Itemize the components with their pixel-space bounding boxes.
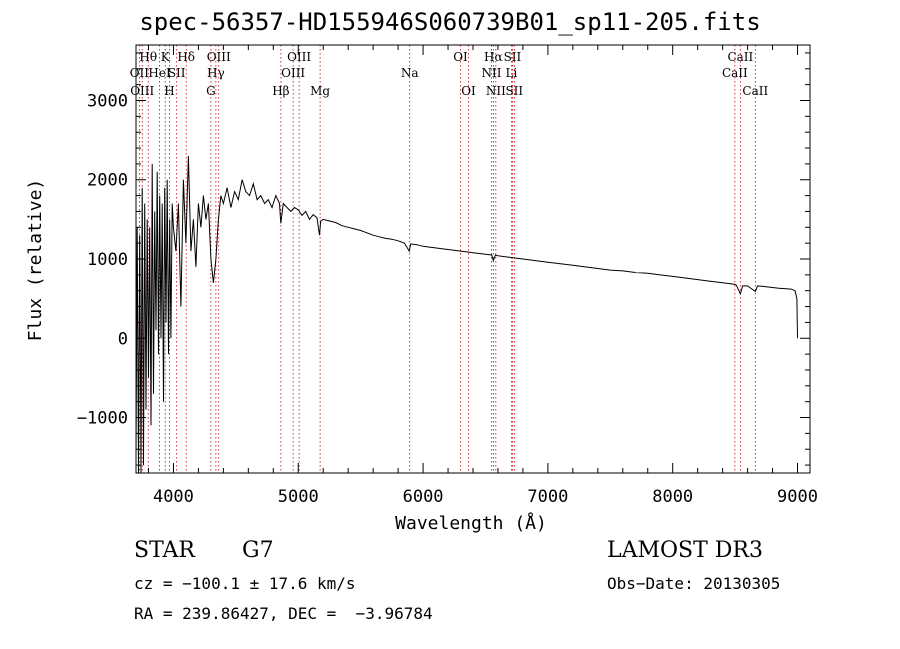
line-label: Hγ	[207, 66, 225, 80]
redshift-velocity: cz = −100.1 ± 17.6 km/s	[134, 574, 356, 593]
line-label: OIII	[281, 66, 305, 80]
line-label: CaII	[722, 66, 748, 80]
spectrum-curve	[135, 155, 798, 474]
line-label: SII	[505, 84, 523, 98]
x-tick-label: 4000	[153, 487, 194, 507]
line-label: CaII	[727, 50, 753, 64]
y-tick-label: −1000	[77, 409, 128, 429]
y-axis-label: Flux (relative)	[25, 179, 46, 342]
x-tick-label: 5000	[278, 487, 319, 507]
line-label: G	[206, 84, 216, 98]
line-label: Hδ	[177, 50, 195, 64]
line-label: OIII	[207, 50, 231, 64]
ra-dec-coordinates: RA = 239.86427, DEC = −3.96784	[134, 604, 433, 623]
x-axis-label: Wavelength (Å)	[395, 512, 547, 534]
axis-ticks: 4000 5000 6000 7000 8000 9000 −1000 0 1000 2000 30…	[77, 45, 818, 507]
line-label: SII	[168, 66, 186, 80]
line-label: NII	[486, 84, 506, 98]
line-label: Hθ	[139, 50, 157, 64]
observation-date: Obs−Date: 20130305	[607, 574, 781, 593]
x-tick-label: 6000	[403, 487, 444, 507]
y-tick-label: 1000	[87, 250, 128, 270]
line-label: SII	[504, 50, 522, 64]
line-label: K	[161, 50, 171, 64]
line-label: H	[164, 84, 174, 98]
x-tick-label: 9000	[777, 487, 818, 507]
object-subclass: G7	[242, 538, 274, 563]
emission-line-labels: OII OIII Hθ HeI K H SII Hδ G Hγ OIII Hβ OIII OIII Mg Na…	[130, 50, 769, 98]
line-label: OI	[453, 50, 468, 64]
y-tick-label: 2000	[87, 171, 128, 191]
line-label: Na	[401, 66, 419, 80]
emission-line-markers	[138, 45, 756, 473]
line-label: OII	[130, 66, 150, 80]
line-label: Hβ	[272, 84, 289, 98]
line-label: OIII	[130, 84, 154, 98]
line-label: Li	[506, 66, 518, 80]
y-tick-label: 3000	[87, 91, 128, 111]
survey-name: LAMOST DR3	[607, 538, 763, 563]
line-label: OI	[461, 84, 476, 98]
line-label: OIII	[287, 50, 311, 64]
x-tick-label: 7000	[527, 487, 568, 507]
line-label: CaII	[742, 84, 768, 98]
line-label: HeI	[148, 66, 171, 80]
line-label: NII	[481, 66, 501, 80]
object-class: STAR	[134, 538, 195, 563]
plot-frame	[135, 44, 811, 474]
y-tick-label: 0	[118, 329, 128, 349]
line-label: Mg	[310, 84, 330, 98]
flux-series	[135, 155, 798, 474]
x-tick-label: 8000	[652, 487, 693, 507]
chart-title: spec-56357-HD155946S060739B01_sp11-205.f…	[139, 8, 761, 36]
line-label: Hα	[484, 50, 503, 64]
